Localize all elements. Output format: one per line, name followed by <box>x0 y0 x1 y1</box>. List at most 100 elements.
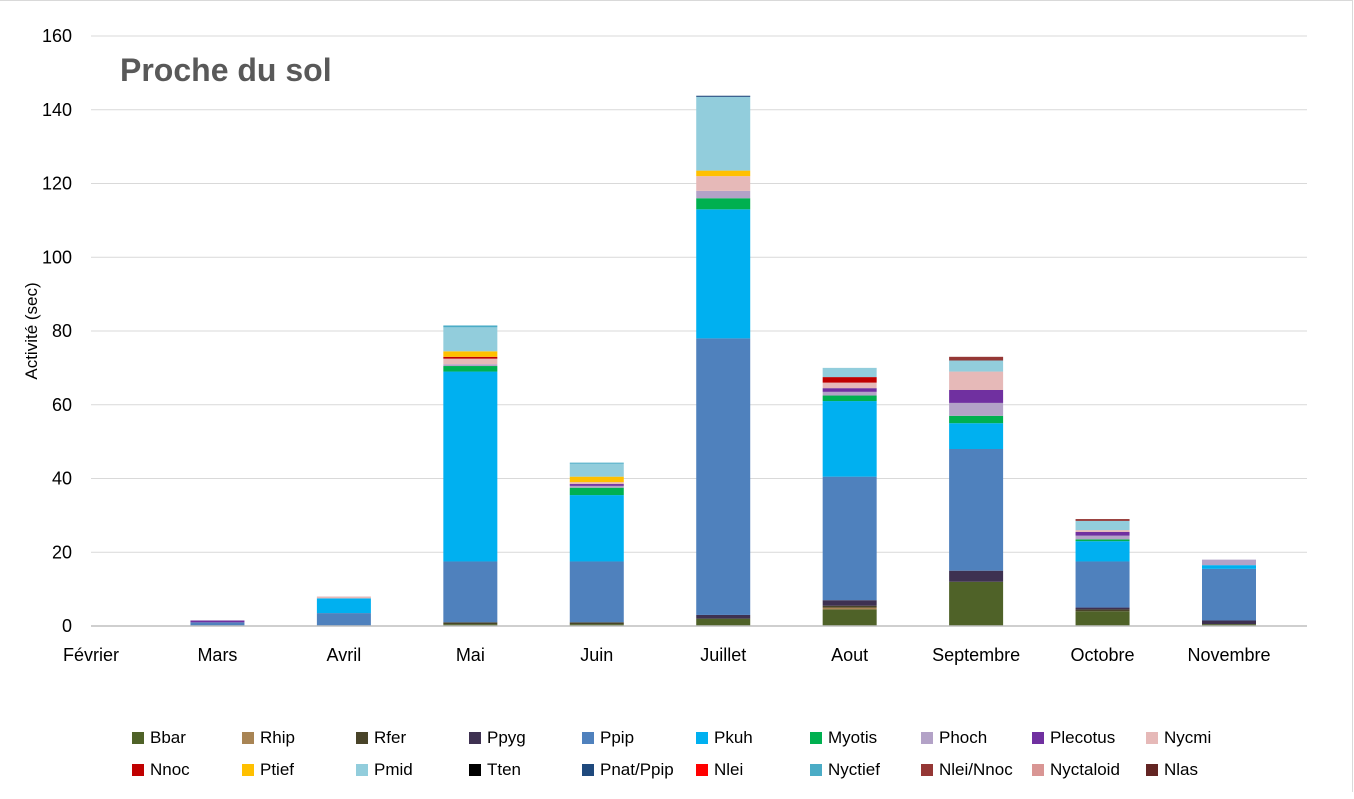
bar-segment-myotis <box>1075 539 1130 542</box>
bar-segment-phoch <box>569 485 624 488</box>
bar-segment-pnat-ppip <box>696 95 751 97</box>
bar-segment-ppyg <box>1202 620 1256 625</box>
legend-swatch <box>356 764 368 776</box>
x-tick-label: Octobre <box>1071 645 1135 665</box>
legend-label: Ptief <box>260 760 294 779</box>
bar-segment-pmid <box>1075 520 1130 531</box>
x-tick-label: Juin <box>580 645 613 665</box>
bar-segment-ppip <box>569 561 624 623</box>
legend-label: Nlas <box>1164 760 1198 779</box>
legend-swatch <box>1146 732 1158 744</box>
legend-swatch <box>1146 764 1158 776</box>
bar-segment-rfer <box>1075 609 1130 612</box>
legend-label: Rhip <box>260 728 295 747</box>
bar-segment-rfer <box>569 622 624 625</box>
bar-segment-ppyg <box>949 570 1004 582</box>
legend-swatch <box>132 764 144 776</box>
bar-segment-ppip <box>1202 568 1256 621</box>
y-tick-labels: 0 20 40 60 80 100 120 140 160 <box>42 26 72 636</box>
bar-segment-ppip <box>822 476 877 601</box>
bar-segment-phoch <box>949 402 1004 416</box>
legend-label: Tten <box>487 760 521 779</box>
bar-segment-ppyg <box>696 614 751 619</box>
bar-segment-ppip <box>696 338 751 615</box>
bar-segment-myotis <box>949 415 1004 424</box>
legend-swatch <box>810 764 822 776</box>
legend-label: Plecotus <box>1050 728 1115 747</box>
bar-segment-myotis <box>696 198 751 210</box>
legend-label: Pmid <box>374 760 413 779</box>
bar-segment-pkuh <box>1202 565 1256 569</box>
legend-label: Rfer <box>374 728 406 747</box>
bar-segment-rfer <box>443 622 498 625</box>
bar-segment-ppyg <box>822 600 877 606</box>
legend-label: Ppip <box>600 728 634 747</box>
legend-label: Phoch <box>939 728 987 747</box>
bar-segment-plecotus <box>949 390 1004 403</box>
bar-segment-phoch <box>696 190 751 199</box>
bar-segment-nlei-nnoc <box>1075 519 1130 521</box>
bar-segment-nycmi <box>569 482 624 485</box>
legend-label: Nyctief <box>828 760 880 779</box>
legend-label: Bbar <box>150 728 186 747</box>
legend-swatch <box>132 732 144 744</box>
y-tick-label: 60 <box>52 395 72 415</box>
legend-swatch <box>469 764 481 776</box>
bar-segment-myotis <box>443 366 498 372</box>
x-tick-label: Aout <box>831 645 868 665</box>
legend-label: Nycmi <box>1164 728 1211 747</box>
bar-segment-nnoc <box>443 356 498 359</box>
x-tick-label: Mai <box>456 645 485 665</box>
bar-segment-pkuh <box>443 371 498 562</box>
legend-swatch <box>582 732 594 744</box>
bar-segment-bbar <box>1202 624 1256 626</box>
legend-swatch <box>696 732 708 744</box>
bar-segment-pmid <box>569 463 624 477</box>
bar-segment-pmid <box>696 96 751 171</box>
bar-segment-ppip <box>443 561 498 623</box>
bar-segment-ppip <box>316 613 371 626</box>
bar-segment-bbar <box>569 624 624 626</box>
bar-segment-plecotus <box>190 620 245 623</box>
bar-segment-nycmi <box>822 382 877 389</box>
legend-swatch <box>469 732 481 744</box>
legend-label: Nnoc <box>150 760 190 779</box>
y-tick-label: 160 <box>42 26 72 46</box>
y-tick-label: 120 <box>42 174 72 194</box>
x-tick-labels: Février Mars Avril Mai Juin Juillet Aout Septem… <box>63 645 1271 665</box>
bar-segment-nlei-nnoc <box>949 356 1004 361</box>
legend-swatch <box>921 764 933 776</box>
y-tick-label: 140 <box>42 100 72 120</box>
bar-segment-phoch <box>1202 559 1256 566</box>
bar-segment-nyctief <box>569 462 624 464</box>
y-tick-label: 0 <box>62 616 72 636</box>
legend-swatch <box>356 732 368 744</box>
bar-segment-ppip <box>949 449 1004 571</box>
bar-segment-myotis <box>822 395 877 402</box>
bar-segment-bbar <box>949 581 1004 626</box>
bar-segment-pkuh <box>569 495 624 562</box>
x-tick-label: Septembre <box>932 645 1020 665</box>
y-tick-label: 20 <box>52 542 72 562</box>
legend-swatch <box>582 764 594 776</box>
x-tick-label: Avril <box>327 645 362 665</box>
bar-segment-pmid <box>822 367 877 378</box>
y-tick-label: 40 <box>52 469 72 489</box>
bar-segment-pkuh <box>316 598 371 614</box>
bar-segment-bbar <box>443 624 498 626</box>
bar-segment-bbar <box>1075 611 1130 626</box>
bar-segment-ptief <box>569 476 624 483</box>
x-tick-label: Février <box>63 645 119 665</box>
bar-segment-nyctief <box>443 325 498 328</box>
bar-segment-nycmi <box>696 176 751 191</box>
bar-segment-nycmi <box>1075 530 1130 532</box>
bar-segment-ppip <box>1075 561 1130 608</box>
bar-segment-myotis <box>569 487 624 496</box>
legend-swatch <box>810 732 822 744</box>
legend-label: Myotis <box>828 728 877 747</box>
legend-label: Ppyg <box>487 728 526 747</box>
legend-swatch <box>242 732 254 744</box>
bars <box>190 95 1256 626</box>
